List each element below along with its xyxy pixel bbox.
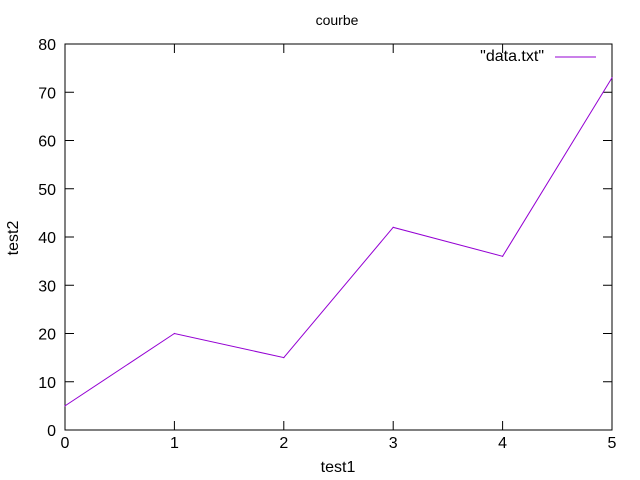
legend: "data.txt"	[480, 48, 596, 65]
y-axis: 0 10 20 30 40 50 60 70 80	[38, 37, 612, 440]
y-tick-label: 50	[38, 182, 56, 199]
y-tick-label: 10	[38, 375, 56, 392]
y-axis-label: test2	[5, 221, 22, 256]
x-tick-label: 2	[279, 435, 288, 452]
x-tick-label: 1	[170, 435, 179, 452]
x-tick-label: 3	[389, 435, 398, 452]
chart-title: courbe	[316, 12, 359, 28]
y-tick-label: 60	[38, 134, 56, 151]
legend-label: "data.txt"	[480, 48, 544, 65]
data-point	[173, 332, 175, 335]
data-point	[611, 77, 613, 79]
series-layer	[64, 77, 613, 407]
data-point	[392, 226, 394, 228]
x-tick-label: 0	[61, 435, 70, 452]
y-tick-label: 70	[38, 85, 56, 102]
y-tick-label: 30	[38, 278, 56, 295]
data-point	[502, 255, 504, 257]
x-tick-label: 5	[608, 435, 617, 452]
x-axis-label: test1	[321, 459, 356, 476]
y-tick-label: 80	[38, 37, 56, 54]
y-tick-label: 40	[38, 230, 56, 247]
y-tick-label: 20	[38, 327, 56, 344]
y-tick-label: 0	[47, 423, 56, 440]
data-point	[64, 405, 66, 407]
data-point	[283, 357, 285, 359]
x-tick-label: 4	[498, 435, 507, 452]
series-line	[64, 77, 613, 407]
x-axis: 0 1 2 3 4 5	[61, 44, 617, 452]
